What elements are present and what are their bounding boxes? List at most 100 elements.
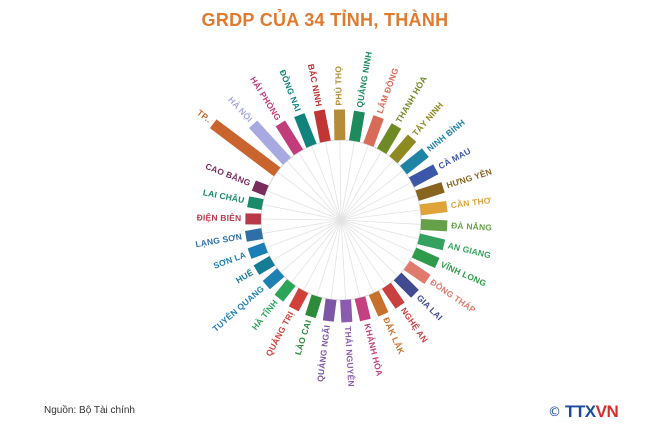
spoke-28 [271,219,342,262]
spoke-14 [340,219,421,225]
spoke-8 [340,150,382,221]
bar-7 [363,115,384,147]
bar-13 [419,201,448,216]
label-28: HUẾ [234,267,255,285]
label-10: NINH BÌNH [425,117,467,153]
copyright-icon: © [548,404,561,420]
logo-text-accent: VN [595,402,619,421]
label-7: LÂM ĐỒNG [374,66,401,115]
bar-1 [249,120,291,165]
bar-27 [262,268,285,290]
bar-18 [393,272,419,298]
label-23: QUẢNG NGÃI [314,324,332,382]
spoke-7 [340,144,369,221]
label-3: ĐỒNG NAI [278,68,305,113]
bar-29 [247,242,268,259]
bar-5 [333,109,346,141]
spoke-21 [340,219,361,298]
bar-20 [368,290,389,317]
label-15: AN GIANG [447,240,492,260]
spoke-32 [262,204,342,221]
spoke-15 [340,219,419,240]
base-ring [260,139,422,301]
bar-33 [251,180,269,196]
bar-12 [415,182,445,201]
bar-8 [376,123,402,154]
label-9: TÂY NINH [410,99,446,138]
spoke-6 [340,141,355,221]
label-6: QUẢNG NINH [353,50,373,108]
bar-3 [294,113,317,148]
bar-25 [288,288,309,312]
label-29: SƠN LA [212,250,247,271]
bar-10 [400,148,429,175]
bar-24 [305,294,323,319]
bar-26 [274,279,296,302]
spoke-18 [340,219,398,277]
bar-31 [245,213,262,225]
spoke-17 [340,219,408,266]
label-4: BẮC NINH [306,63,324,107]
spoke-13 [340,209,421,221]
label-12: HƯNG YÊN [445,165,493,190]
spoke-24 [316,219,342,297]
label-24: LÀO CAI [293,319,314,357]
bar-28 [253,256,275,275]
source-note: Nguồn: Bộ Tài chính [44,405,135,416]
spoke-4 [325,141,342,221]
bar-19 [381,282,405,309]
spoke-5 [339,140,342,221]
spoke-23 [330,219,342,300]
label-32: LAI CHÂU [202,186,246,205]
label-1: HÀ NỘI [226,94,255,124]
spoke-22 [340,219,346,300]
spoke-10 [340,169,404,221]
bar-21 [354,296,371,322]
label-21: KHÁNH HÒA [362,322,385,377]
bar-9 [389,134,417,164]
bar-22 [340,299,353,323]
label-22: THÁI NGUYÊN [343,326,357,387]
spoke-31 [261,218,342,221]
bars [209,109,448,323]
label-26: HÀ TĨNH [250,298,280,332]
label-13: CẦN THƠ [450,195,492,210]
label-30: LẠNG SƠN [195,231,243,249]
label-5: PHÚ THỌ [332,66,344,106]
spoke-20 [340,219,375,294]
spoke-33 [266,190,342,221]
label-33: CAO BẰNG [204,161,252,188]
bar-14 [420,218,448,232]
bar-15 [417,233,446,251]
logo-text-main: TTX [565,402,596,421]
label-16: VĨNH LONG [439,259,488,288]
spoke-16 [340,219,415,253]
spoke-19 [340,219,387,287]
bar-32 [247,196,264,210]
bar-6 [348,110,365,143]
spoke-29 [265,219,342,249]
spoke-25 [303,219,342,291]
bar-30 [244,228,264,242]
logo-text: TTXVN [565,402,619,422]
bar-11 [408,164,439,188]
spoke-27 [280,219,342,273]
label-18: GIA LAI [415,293,445,323]
label-20: ĐẮK LẮK [381,316,407,357]
bar-17 [403,260,431,284]
spoke-1 [286,160,342,221]
spoke-11 [340,181,412,221]
ttxvn-logo: © TTXVN [548,400,638,424]
bar-23 [322,298,337,322]
spoke-0 [276,171,342,221]
bar-2 [275,120,304,156]
bar-4 [313,109,331,143]
label-11: CÀ MAU [437,146,473,171]
spoke-3 [311,145,342,221]
spoke-30 [262,219,342,234]
spoke-9 [340,159,394,221]
label-31: ĐIỆN BIÊN [197,212,242,224]
label-19: NGHỆ AN [399,305,431,344]
spoke-26 [290,219,342,283]
